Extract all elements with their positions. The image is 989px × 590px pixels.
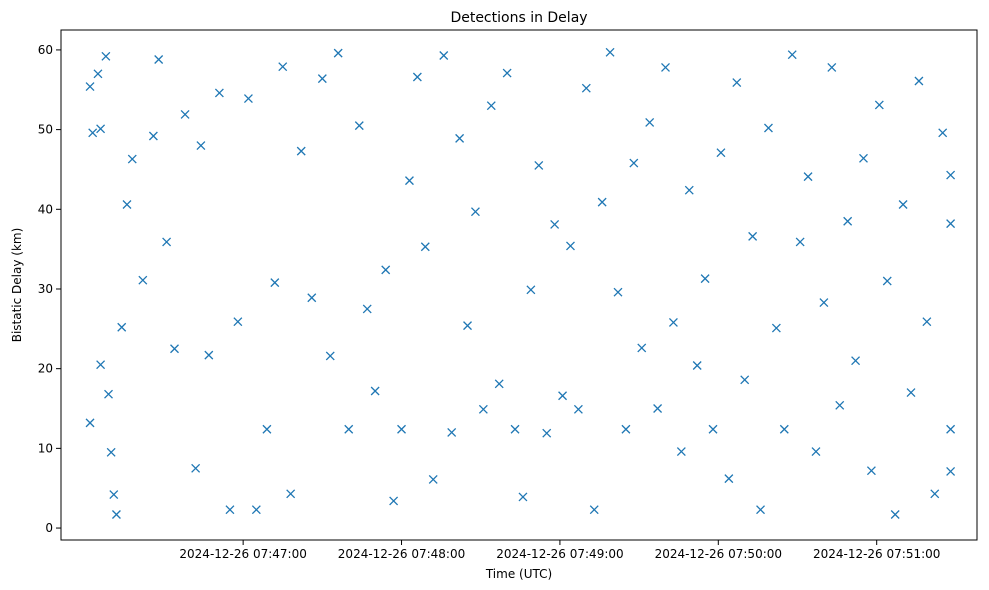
y-tick-label-0: 0 [45,521,53,535]
y-tick-label-3: 30 [38,282,53,296]
y-tick-label-5: 50 [38,123,53,137]
y-tick-label-1: 10 [38,441,53,455]
y-tick-label-6: 60 [38,43,53,57]
x-tick-label-4: 2024-12-26 07:51:00 [813,547,940,561]
x-tick-label-2: 2024-12-26 07:49:00 [496,547,623,561]
y-axis-label: Bistatic Delay (km) [10,228,24,343]
x-axis-label: Time (UTC) [485,567,552,581]
x-tick-label-0: 2024-12-26 07:47:00 [179,547,306,561]
y-tick-label-2: 20 [38,362,53,376]
y-axis: 0 10 20 30 40 50 60 [38,43,61,535]
chart-title: Detections in Delay [450,10,587,26]
x-tick-label-3: 2024-12-26 07:50:00 [655,547,782,561]
y-tick-label-4: 40 [38,202,53,216]
x-axis: 2024-12-26 07:47:00 2024-12-26 07:48:00 20… [179,540,940,561]
x-tick-label-1: 2024-12-26 07:48:00 [338,547,465,561]
plot-background [61,30,977,540]
